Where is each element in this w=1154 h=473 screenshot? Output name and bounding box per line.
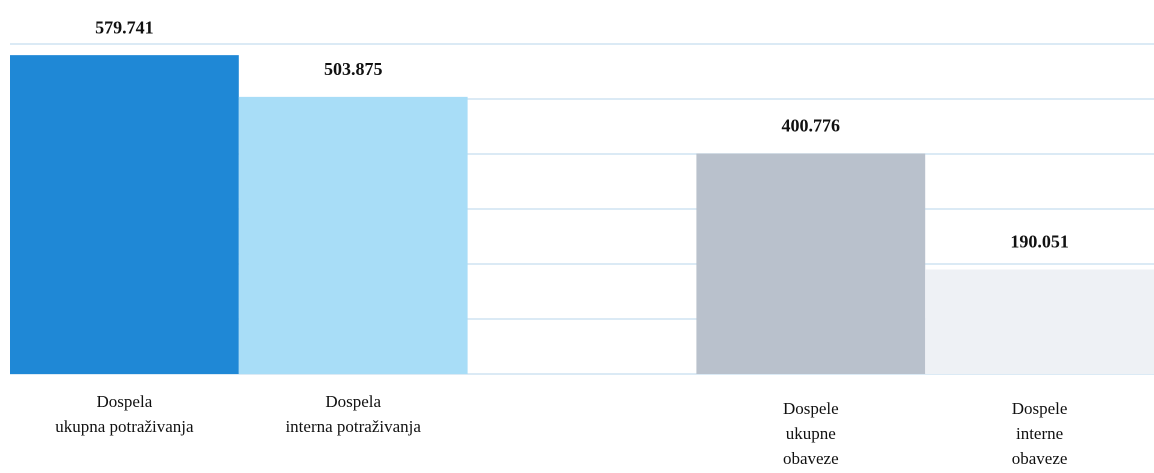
x-tick-label: Dospela xyxy=(325,392,381,411)
x-tick-label: interna potraživanja xyxy=(285,417,421,436)
value-label: 190.051 xyxy=(1010,232,1069,252)
x-tick-label: ukupna potraživanja xyxy=(55,417,194,436)
bar xyxy=(238,96,468,375)
bar xyxy=(925,269,1154,374)
x-tick-label: obaveze xyxy=(1012,449,1068,468)
bar xyxy=(696,153,926,374)
value-label: 503.875 xyxy=(324,59,383,79)
x-tick-label: Dospela xyxy=(97,392,153,411)
value-label: 579.741 xyxy=(95,17,154,37)
x-tick-label: ukupne xyxy=(786,424,836,443)
x-tick-label: interne xyxy=(1016,424,1063,443)
x-tick-label: Dospele xyxy=(783,399,839,418)
x-tick-label: Dospele xyxy=(1012,399,1068,418)
bar xyxy=(10,55,239,374)
x-tick-label: obaveze xyxy=(783,449,839,468)
value-label: 400.776 xyxy=(782,116,841,136)
